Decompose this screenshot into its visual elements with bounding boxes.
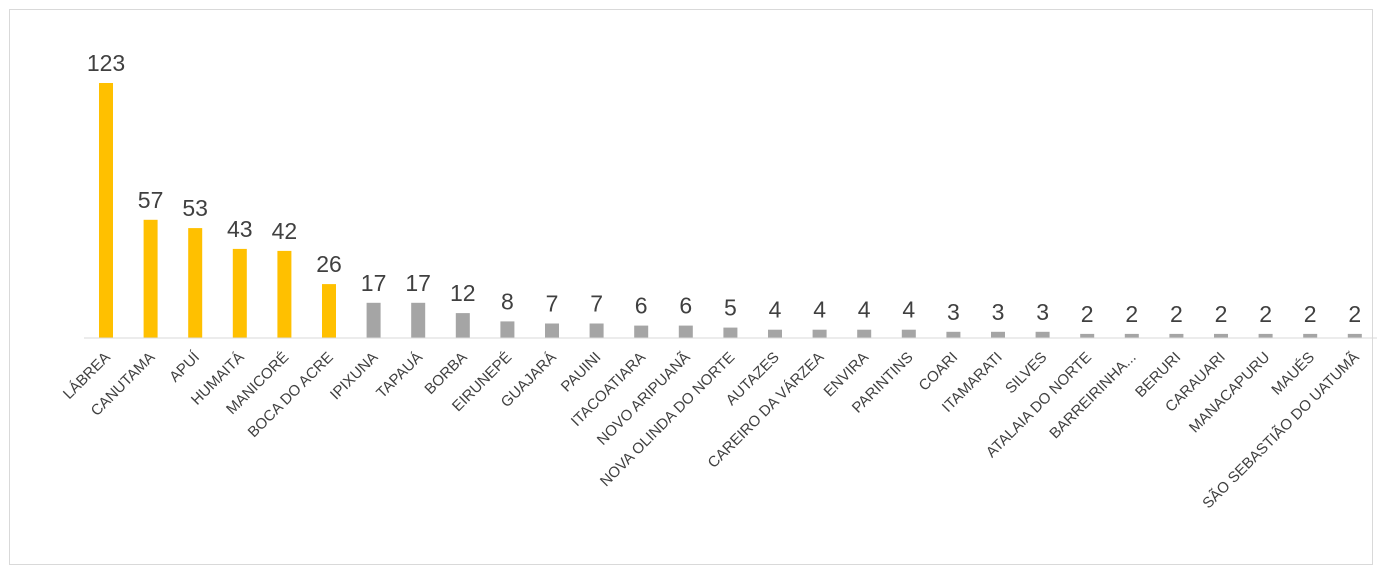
data-label: 5 — [724, 295, 737, 321]
data-label: 2 — [1348, 301, 1361, 327]
bar — [1303, 333, 1318, 338]
data-label: 57 — [138, 187, 164, 213]
bar — [723, 327, 738, 338]
data-label: 12 — [450, 280, 476, 306]
bar — [188, 228, 203, 338]
bar — [1080, 333, 1095, 338]
data-label: 26 — [316, 251, 342, 277]
bar — [322, 284, 336, 338]
bar — [634, 325, 649, 338]
data-label: 2 — [1259, 301, 1272, 327]
data-label: 4 — [902, 297, 915, 323]
data-label: 2 — [1215, 301, 1228, 327]
data-label: 2 — [1081, 301, 1094, 327]
data-label: 17 — [405, 270, 431, 296]
data-label: 3 — [1036, 299, 1049, 325]
data-label: 7 — [546, 291, 559, 317]
bar — [946, 331, 961, 338]
data-label: 53 — [182, 195, 208, 221]
bar — [1258, 333, 1273, 338]
x-tick-label: TAPAUÁ — [373, 349, 426, 402]
data-label: 4 — [858, 297, 871, 323]
bar — [455, 313, 470, 338]
data-label: 6 — [679, 293, 692, 319]
data-label: 8 — [501, 288, 514, 314]
bar — [1214, 333, 1228, 338]
bar — [500, 321, 515, 338]
data-label: 7 — [590, 291, 603, 317]
x-tick-label: IPIXUNA — [327, 349, 381, 403]
data-label: 4 — [769, 297, 782, 323]
data-label: 2 — [1170, 301, 1183, 327]
x-tick-label: BOCA DO ACRE — [245, 349, 337, 441]
bar — [901, 329, 916, 338]
bars-group — [99, 83, 1362, 338]
bar — [411, 302, 426, 338]
bar — [366, 302, 381, 338]
x-tick-label: MANACAPURU — [1186, 349, 1273, 436]
x-tick-label: APUÍ — [166, 348, 203, 385]
bar — [991, 331, 1005, 338]
bar — [768, 329, 782, 338]
data-label: 2 — [1304, 301, 1317, 327]
bar — [1035, 331, 1050, 338]
bar — [589, 323, 604, 338]
bar — [277, 250, 292, 338]
bar — [857, 329, 872, 338]
bar — [1124, 333, 1139, 338]
bar — [1347, 333, 1362, 338]
data-label: 43 — [227, 216, 253, 242]
bar — [143, 219, 158, 338]
data-label: 123 — [87, 50, 125, 76]
data-label: 4 — [813, 297, 826, 323]
data-label: 6 — [635, 293, 648, 319]
data-label: 3 — [992, 299, 1005, 325]
data-label: 17 — [361, 270, 387, 296]
bar — [812, 329, 827, 338]
data-label: 2 — [1125, 301, 1138, 327]
bar — [232, 248, 247, 338]
bar — [545, 323, 559, 338]
bar — [678, 325, 693, 338]
bar — [1169, 333, 1184, 338]
data-label: 3 — [947, 299, 960, 325]
data-label: 42 — [272, 218, 298, 244]
bar — [99, 83, 113, 338]
